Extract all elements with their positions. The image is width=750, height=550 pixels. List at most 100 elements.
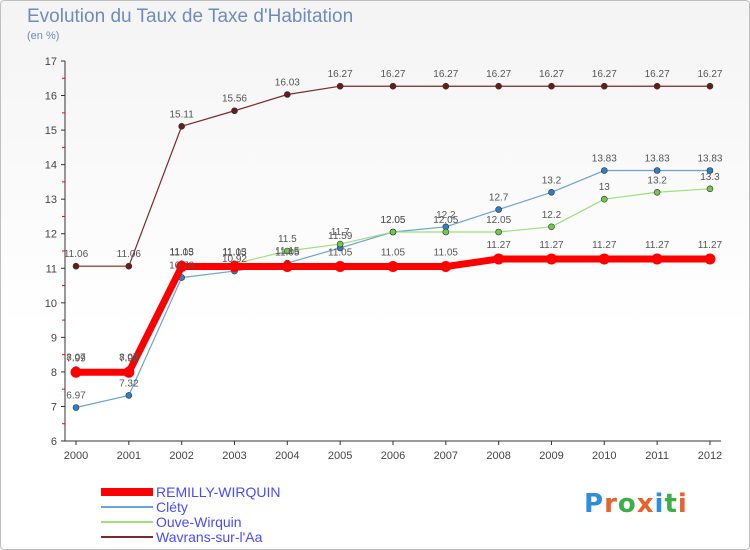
logo-letter: i (654, 489, 665, 519)
data-point (178, 122, 185, 130)
data-point (600, 167, 608, 174)
legend-label: Wavrans-sur-l'Aa (156, 529, 263, 545)
data-label: 11.5 (278, 234, 297, 245)
chart-unit: (en %) (27, 30, 60, 42)
y-tick-label: 7 (51, 401, 57, 413)
data-label: 16.27 (697, 69, 722, 80)
x-tick-label: 2009 (539, 450, 563, 462)
data-label: 13.3 (700, 172, 720, 183)
series-line (72, 255, 714, 376)
x-tick-label: 2006 (381, 450, 405, 462)
data-point (653, 188, 661, 196)
logo-letter: i (677, 489, 688, 519)
data-label: 12.2 (436, 210, 456, 221)
data-label: 7.32 (119, 378, 139, 389)
data-point (334, 261, 346, 273)
proxiti-logo: Proxiti (584, 489, 688, 519)
data-point (653, 82, 661, 90)
data-label: 11.05 (170, 248, 195, 259)
y-tick-label: 6 (51, 436, 57, 448)
x-tick-label: 2000 (64, 450, 88, 462)
data-label: 11.27 (645, 240, 670, 251)
x-tick-label: 2002 (169, 450, 193, 462)
data-label: 15.56 (222, 94, 247, 105)
data-point (548, 188, 555, 196)
data-label: 11.05 (328, 248, 353, 259)
data-label: 6.97 (66, 390, 86, 401)
logo-letter: o (617, 489, 637, 519)
y-tick-label: 10 (45, 298, 57, 310)
y-tick-label: 14 (45, 160, 57, 172)
y-tick-label: 13 (45, 194, 57, 206)
data-label: 12.05 (433, 215, 458, 226)
x-tick-label: 2005 (328, 450, 352, 462)
data-point (125, 262, 133, 270)
data-point (72, 404, 80, 411)
x-tick-label: 2007 (434, 450, 458, 462)
data-point (598, 253, 610, 265)
data-point (176, 261, 188, 273)
y-tick-label: 17 (45, 56, 57, 68)
data-label: 7.99 (66, 353, 86, 364)
chart-title: Evolution du Taux de Taxe d'Habitation (27, 6, 354, 27)
data-point (706, 167, 714, 174)
data-label: 16.27 (645, 69, 670, 80)
data-label: 11.27 (539, 240, 564, 251)
x-tick-label: 2011 (645, 450, 669, 462)
data-point (123, 366, 135, 378)
logo-letter: x (636, 489, 655, 519)
data-label: 11.27 (698, 240, 723, 251)
legend-swatch (101, 521, 153, 523)
data-point (72, 262, 80, 270)
data-point (495, 228, 502, 236)
y-tick-label: 9 (51, 332, 57, 344)
data-label: 11.13 (222, 247, 247, 258)
data-point (704, 253, 716, 265)
data-label: 12.2 (542, 210, 562, 221)
data-point (389, 228, 397, 236)
data-label: 13.2 (542, 175, 562, 186)
data-point (440, 261, 452, 273)
y-tick-label: 8 (51, 367, 57, 379)
data-label: 11.05 (381, 248, 406, 259)
data-point (600, 82, 608, 90)
y-tick-label: 12 (45, 229, 57, 241)
x-tick-label: 2010 (592, 450, 616, 462)
x-tick-label: 2003 (222, 450, 246, 462)
data-point (284, 247, 291, 255)
data-label: 11.7 (331, 227, 350, 238)
data-label: 11.05 (222, 248, 247, 259)
data-label: 12.05 (380, 215, 405, 226)
data-label: 16.27 (433, 69, 458, 80)
legend-label: Ouve-Wirquin (156, 514, 242, 530)
data-point (653, 167, 661, 174)
data-point (442, 228, 450, 236)
data-label: 13.2 (647, 175, 667, 186)
x-tick-label: 2001 (117, 450, 141, 462)
data-label: 13.83 (697, 154, 722, 165)
data-label: 11.05 (434, 248, 459, 259)
data-label: 13.83 (592, 154, 617, 165)
y-tick-label: 11 (46, 263, 57, 275)
legend-label: Cléty (156, 499, 188, 515)
data-label: 13 (599, 182, 611, 193)
logo-letter: t (664, 489, 678, 519)
data-point (228, 261, 240, 273)
data-label: 11.05 (275, 248, 300, 259)
logo-letter: r (604, 489, 618, 519)
x-tick-label: 2004 (275, 450, 299, 462)
data-label: 16.27 (328, 69, 353, 80)
data-label: 16.27 (486, 69, 511, 80)
data-label: 11.06 (117, 249, 142, 260)
data-point (495, 82, 502, 90)
data-point (442, 82, 450, 90)
data-point (389, 82, 397, 90)
data-label: 12.05 (380, 215, 405, 226)
data-label: 11.27 (486, 240, 511, 251)
data-point (70, 366, 82, 378)
data-label: 8.07 (119, 352, 139, 363)
data-label: 11.59 (328, 231, 353, 242)
data-point (651, 253, 663, 265)
